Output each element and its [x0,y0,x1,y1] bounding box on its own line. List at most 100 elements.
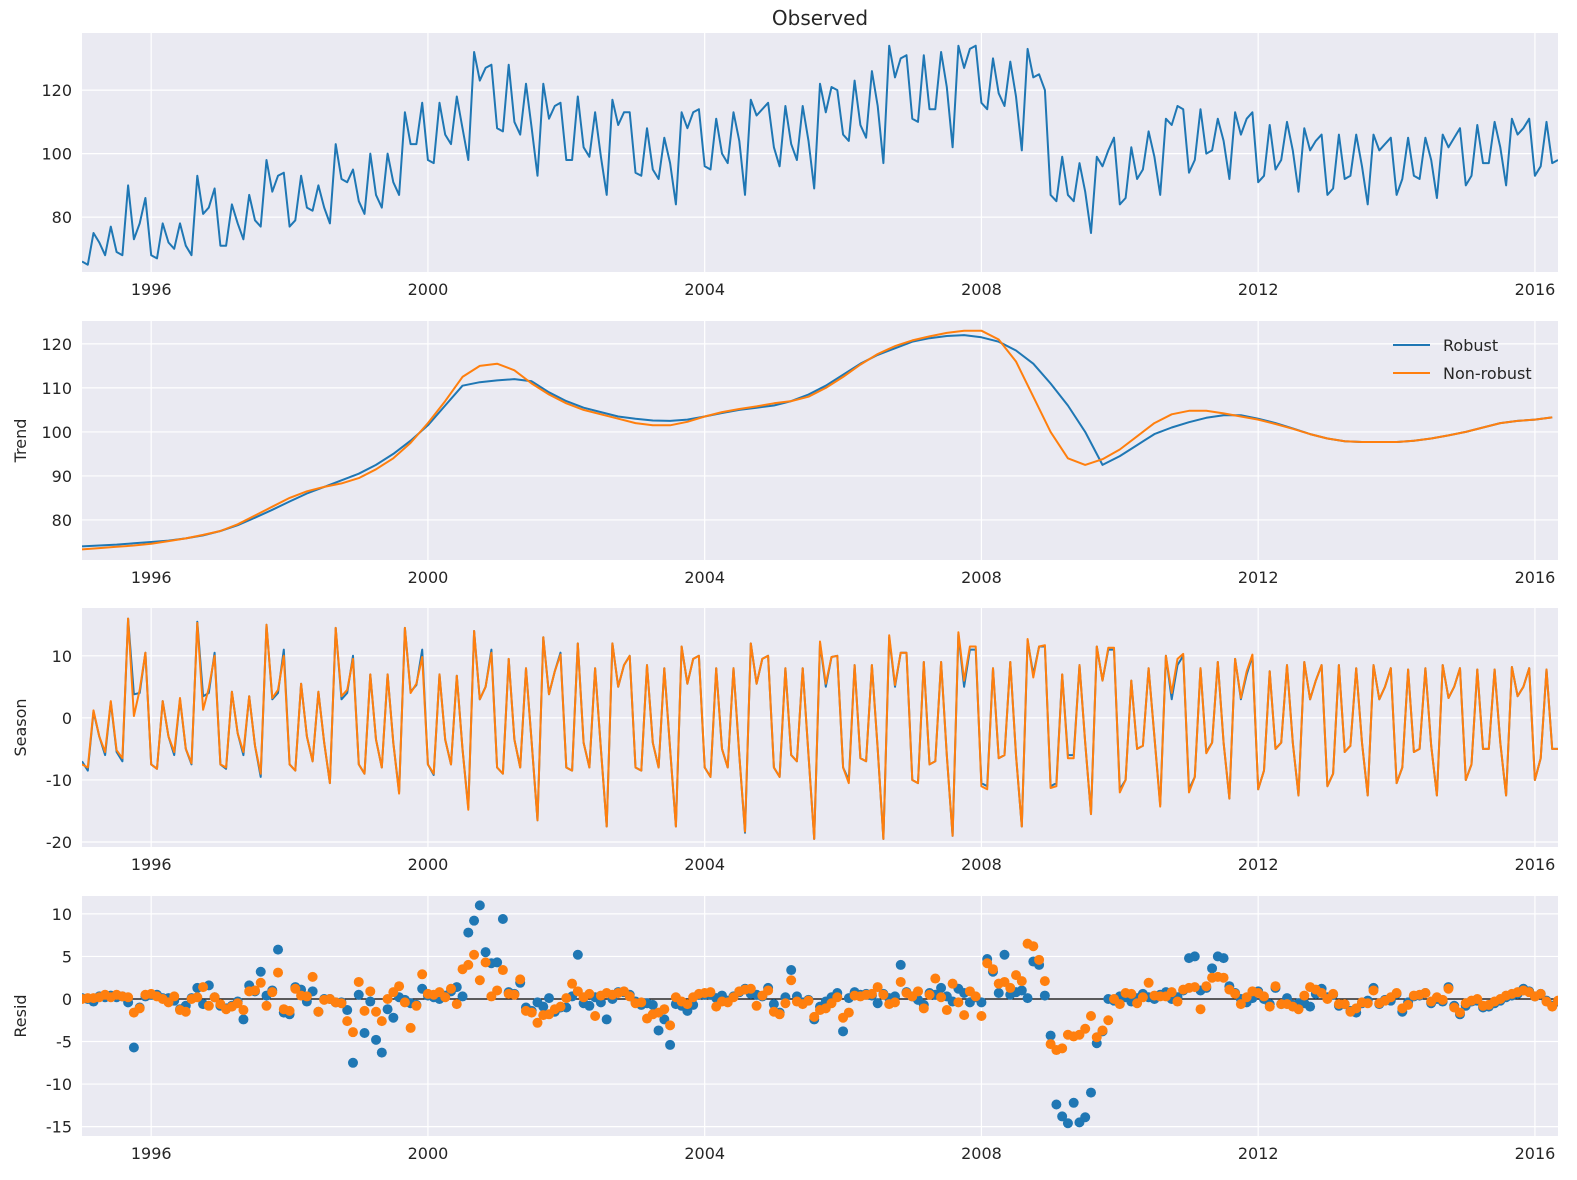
x-tick-label: 2008 [961,568,1002,587]
x-tick-label: 2004 [684,855,725,874]
resid-point-non-robust [232,998,243,1009]
resid-point-robust [1218,953,1229,964]
resid-point-non-robust [1195,1004,1206,1015]
resid-point-non-robust [382,993,393,1004]
x-tick-label: 2004 [684,568,725,587]
resid-point-robust [469,915,480,926]
resid-point-robust [1080,1112,1091,1123]
resid-point-non-robust [192,992,203,1003]
resid-point-robust [601,1014,612,1025]
resid-point-non-robust [1230,988,1241,999]
resid-point-non-robust [1437,994,1448,1005]
resid-plot-area [82,896,1558,1136]
resid-point-non-robust [284,1005,295,1016]
resid-point-non-robust [659,1004,670,1015]
y-axis-label: Resid [11,994,30,1037]
resid-point-robust [1085,1087,1096,1098]
resid-point-non-robust [1535,988,1546,999]
resid-point-robust [365,996,376,1007]
resid-point-non-robust [1039,976,1050,987]
resid-point-non-robust [1166,987,1177,998]
resid-point-non-robust [1028,941,1039,952]
resid-point-robust [474,900,485,911]
resid-point-non-robust [941,1005,952,1016]
y-tick-label: -10 [46,771,72,790]
resid-point-non-robust [866,988,877,999]
y-axis-label: Trend [11,419,30,464]
resid-point-robust [838,1026,849,1037]
resid-point-robust [768,999,779,1010]
trend-line-non-robust [82,329,1553,551]
x-tick-label: 2012 [1238,280,1279,299]
resid-point-non-robust [705,987,716,998]
resid-point-robust [1068,1097,1079,1108]
resid-point-non-robust [203,1000,214,1011]
resid-point-non-robust [1328,988,1339,999]
resid-point-non-robust [976,1011,987,1021]
resid-point-non-robust [872,982,883,993]
resid-point-non-robust [1420,988,1431,999]
resid-point-robust [238,1014,249,1025]
resid-point-robust [347,1057,358,1068]
resid-point-non-robust [480,957,491,968]
resid-point-non-robust [451,999,462,1010]
resid-point-non-robust [469,949,480,960]
resid-point-non-robust [832,992,843,1003]
resid-point-robust [544,993,555,1004]
legend: Robust Non-robust [1393,336,1532,383]
resid-point-non-robust [745,983,756,994]
resid-point-non-robust [953,997,964,1008]
y-tick-label: 0 [62,990,72,1009]
resid-point-non-robust [1097,1025,1108,1036]
resid-point-robust [457,991,468,1002]
y-tick-label: -15 [46,1118,72,1137]
resid-point-non-robust [509,989,520,1000]
resid-point-robust [538,1001,549,1012]
resid-point-non-robust [878,989,889,1000]
resid-point-non-robust [889,997,900,1008]
y-tick-label: 0 [62,709,72,728]
resid-point-non-robust [526,1007,537,1018]
resid-point-non-robust [987,964,998,975]
resid-point-non-robust [1339,999,1350,1010]
resid-point-robust [665,1039,676,1050]
resid-point-non-robust [353,976,364,987]
resid-point-non-robust [238,1005,249,1016]
resid-point-non-robust [774,1009,785,1020]
y-tick-label: 100 [41,423,72,442]
x-tick-label: 1996 [131,280,172,299]
resid-point-non-robust [255,977,266,988]
resid-point-non-robust [970,991,981,1002]
resid-point-non-robust [301,991,312,1002]
resid-point-non-robust [1114,999,1125,1010]
resid-point-non-robust [1201,981,1212,992]
resid-point-robust [273,944,284,955]
resid-point-non-robust [1005,982,1016,993]
resid-point-non-robust [399,997,410,1008]
resid-point-non-robust [134,1003,145,1014]
resid-point-non-robust [924,989,935,1000]
y-axis-label: Season [11,698,30,756]
resid-point-robust [999,949,1010,960]
resid-point-non-robust [1172,996,1183,1007]
resid-point-robust [936,982,947,993]
resid-point-non-robust [751,1000,762,1011]
x-tick-label: 2000 [408,855,449,874]
resid-point-non-robust [359,1005,370,1016]
observed-panel: 1996 2000 2004 2008 2012 2016 80 100 120 Observed [41,6,1558,299]
resid-panel: 1996 2000 2004 2008 2012 2016 -15 -10 -5 0 5 10 Resi… [11,896,1558,1163]
resid-point-non-robust [198,982,209,993]
resid-point-robust [1062,1118,1073,1129]
resid-point-non-robust [376,1016,387,1027]
resid-point-non-robust [515,974,526,985]
resid-point-non-robust [665,1020,676,1031]
resid-point-non-robust [1080,1023,1091,1034]
resid-point-non-robust [584,988,595,999]
resid-point-non-robust [918,1003,929,1014]
resid-point-non-robust [290,983,301,994]
x-tick-label: 2008 [961,280,1002,299]
resid-point-non-robust [261,1000,272,1011]
resid-point-non-robust [307,971,318,982]
resid-point-non-robust [209,992,220,1003]
resid-point-robust [1057,1111,1068,1122]
